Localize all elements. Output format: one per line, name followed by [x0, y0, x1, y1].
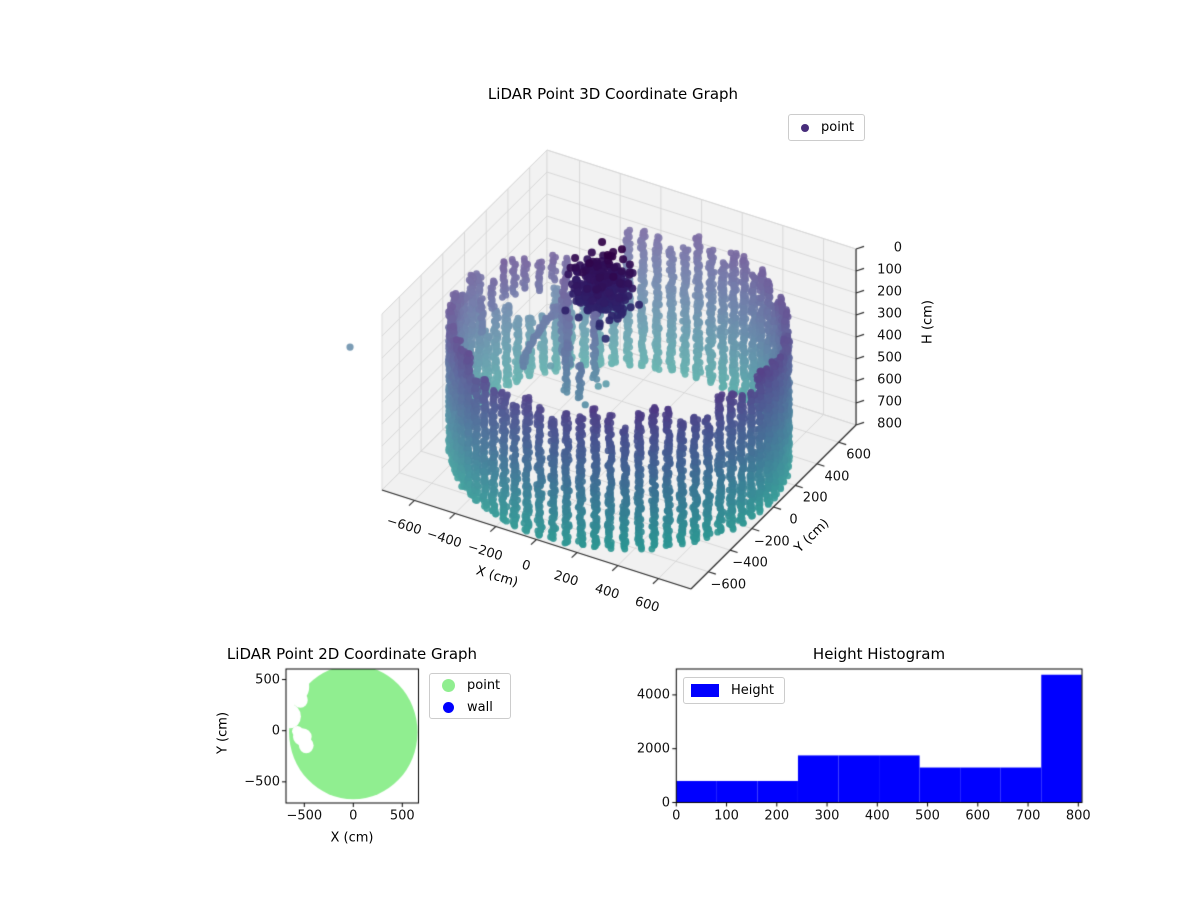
chart2d-y-axis-label: Y (cm): [215, 711, 231, 755]
histogram-x-tick-label: 500: [915, 808, 940, 824]
point-marker-icon: [801, 123, 809, 132]
chart3d-y-tick-label: 600: [846, 447, 872, 463]
chart2d-y-tick-label: 0: [271, 723, 280, 739]
histogram-x-tick-label: 200: [764, 808, 790, 824]
chart3d-z-tick-label: 100: [877, 262, 902, 278]
histogram-x-tick-label: 600: [965, 808, 991, 824]
chart3d-z-tick-label: 600: [877, 372, 902, 388]
histogram-x-tick-label: 300: [814, 808, 840, 824]
chart3d-y-tick-label: −200: [753, 534, 790, 550]
chart3d-legend: point: [788, 114, 866, 141]
histogram-x-tick-label: 400: [864, 808, 890, 824]
legend-label: point: [467, 677, 501, 693]
chart2d-y-tick-label: −500: [244, 774, 280, 790]
chart2d-legend: point wall: [429, 673, 512, 719]
histogram-x-tick-label: 0: [672, 808, 681, 824]
histogram-y-tick-label: 4000: [636, 687, 670, 703]
chart2d-title: LiDAR Point 2D Coordinate Graph: [226, 645, 478, 663]
legend-label: wall: [467, 699, 493, 715]
chart2d-x-axis-label: X (cm): [330, 830, 374, 846]
chart3d-title: LiDAR Point 3D Coordinate Graph: [487, 85, 739, 103]
histogram-x-tick-label: 800: [1065, 808, 1091, 824]
legend-entry-point: point: [789, 117, 864, 139]
chart3d-z-tick-label: 800: [877, 416, 902, 432]
chart3d-z-tick-label: 200: [877, 284, 902, 300]
chart2d-y-tick-label: 500: [255, 672, 280, 688]
legend-entry-wall: wall: [430, 696, 510, 718]
chart3d-z-tick-label: 0: [893, 240, 902, 256]
chart2d-x-tick-label: 500: [389, 808, 415, 824]
chart3d-z-tick-label: 400: [877, 328, 902, 344]
chart3d-y-tick-label: −400: [732, 555, 768, 571]
legend-entry-point: point: [430, 674, 510, 696]
chart3d-y-tick-label: 0: [789, 512, 798, 528]
height-swatch-icon: [691, 684, 719, 697]
point-marker-icon: [442, 678, 455, 692]
chart3d-z-tick-label: 500: [877, 350, 902, 366]
chart3d-y-tick-label: 200: [802, 490, 828, 506]
chart3d-y-tick-label: −600: [710, 577, 747, 593]
histogram-y-tick-label: 0: [661, 795, 670, 810]
chart2d-x-tick-label: 0: [349, 808, 358, 824]
legend-label: point: [821, 120, 855, 135]
legend-entry-height: Height: [684, 680, 784, 702]
histogram-y-tick-label: 2000: [636, 741, 670, 757]
chart3d-y-tick-label: 400: [824, 469, 850, 485]
chart3d-z-axis-label: H (cm): [920, 300, 936, 344]
wall-marker-icon: [443, 701, 454, 713]
chart2d-x-tick-label: −500: [286, 808, 323, 824]
histogram-x-tick-label: 700: [1015, 808, 1041, 824]
legend-label: Height: [731, 683, 774, 698]
histogram-x-tick-label: 100: [714, 808, 739, 824]
histogram-legend: Height: [683, 677, 785, 704]
chart3d-z-tick-label: 300: [877, 306, 902, 322]
chart3d-z-tick-label: 700: [877, 394, 902, 410]
histogram-title: Height Histogram: [812, 645, 946, 663]
